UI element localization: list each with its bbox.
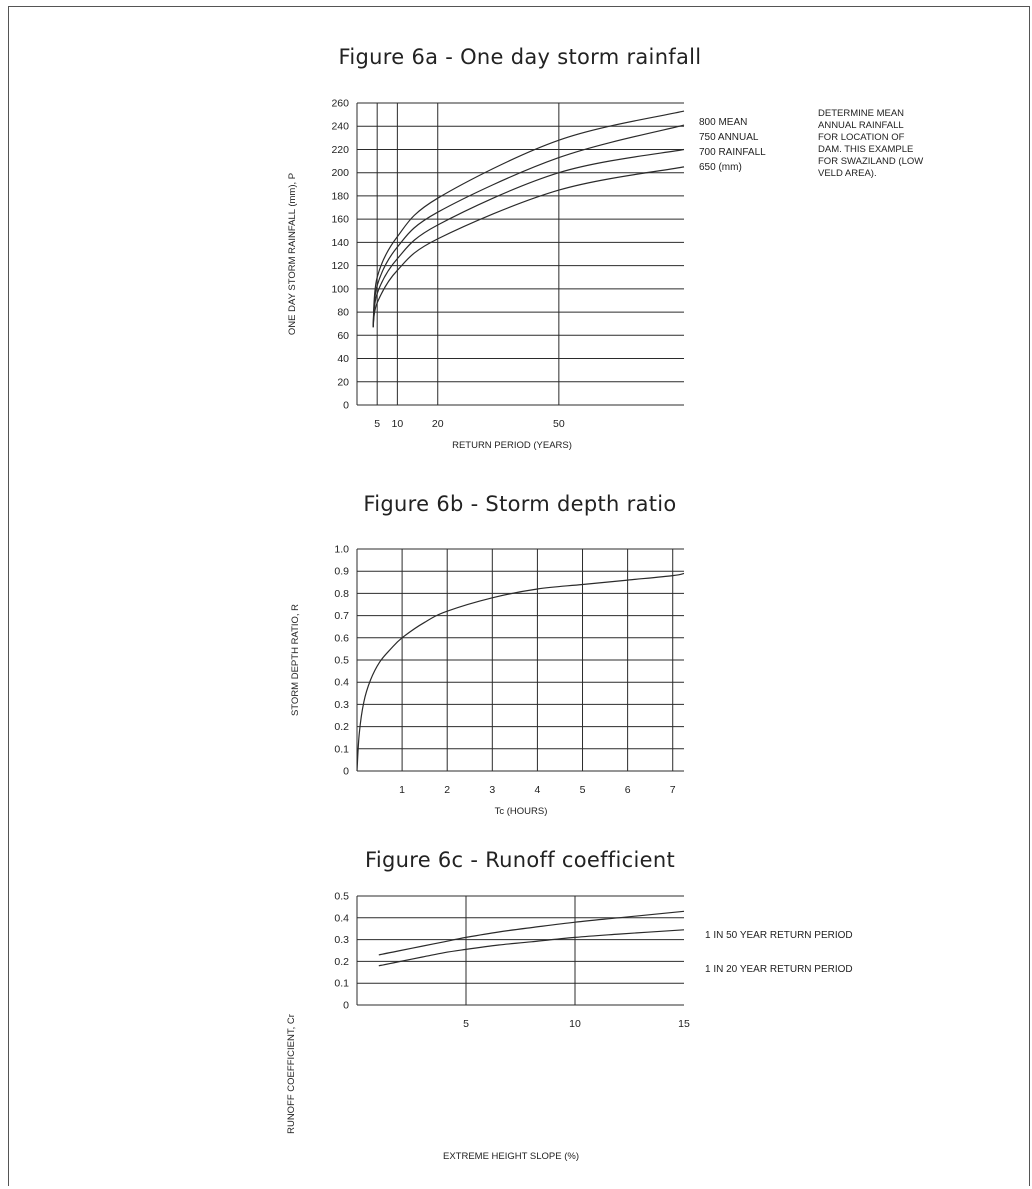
y-axis-label: STORM DEPTH RATIO, R	[290, 604, 301, 716]
y-tick-label: 0.1	[334, 978, 349, 990]
y-tick-label: 0.4	[334, 912, 349, 924]
y-tick-label: 220	[331, 144, 349, 156]
x-tick-label: 1	[399, 784, 405, 796]
figure-6a-title: Figure 6a - One day storm rainfall	[338, 45, 702, 69]
y-tick-label: 0.5	[334, 891, 349, 903]
y-tick-label: 0.3	[334, 934, 349, 946]
note-line: FOR SWAZILAND (LOW	[818, 156, 924, 167]
y-tick-label: 0.7	[334, 610, 349, 622]
y-tick-label: 160	[331, 214, 349, 226]
note-line: DETERMINE MEAN	[818, 108, 905, 119]
y-tick-label: 0	[343, 766, 349, 778]
y-tick-label: 240	[331, 121, 349, 133]
x-tick-label: 50	[553, 418, 565, 430]
mean-rainfall-note: DETERMINE MEAN ANNUAL RAINFALL FOR LOCAT…	[818, 108, 923, 180]
figure-6b-title: Figure 6b - Storm depth ratio	[363, 492, 677, 516]
y-tick-label: 0.5	[334, 655, 349, 667]
x-tick-label: 6	[625, 784, 631, 796]
x-tick-label: 10	[569, 1018, 581, 1030]
y-tick-label: 0.6	[334, 632, 349, 644]
y-tick-label: 80	[337, 307, 349, 319]
y-tick-label: 180	[331, 190, 349, 202]
x-tick-label: 15	[678, 1018, 690, 1030]
page-frame	[8, 6, 1030, 1186]
note-line: ANNUAL RAINFALL	[818, 120, 904, 131]
series-line	[356, 572, 685, 772]
x-tick-label: 7	[670, 784, 676, 796]
x-tick-label: 2	[444, 784, 450, 796]
note-line: DAM. THIS EXAMPLE	[818, 144, 914, 155]
series-line	[372, 110, 685, 328]
y-tick-label: 260	[331, 98, 349, 110]
series-label: 800 MEAN	[699, 117, 747, 128]
y-tick-label: 0	[343, 1000, 349, 1012]
series-line	[378, 929, 685, 967]
y-tick-label: 60	[337, 330, 349, 342]
y-tick-label: 0	[343, 400, 349, 412]
x-tick-label: 3	[489, 784, 495, 796]
series-line	[372, 124, 685, 328]
y-axis-label: ONE DAY STORM RAINFALL (mm), P	[287, 173, 298, 335]
y-tick-label: 100	[331, 283, 349, 295]
y-tick-label: 0.1	[334, 743, 349, 755]
series-line	[372, 148, 685, 328]
x-tick-label: 5	[463, 1018, 469, 1030]
y-tick-label: 40	[337, 353, 349, 365]
y-axis-label: RUNOFF COEFFICIENT, Cr	[286, 1014, 297, 1134]
series-line	[372, 166, 685, 328]
y-tick-label: 0.8	[334, 588, 349, 600]
note-line: VELD AREA).	[818, 168, 877, 179]
y-tick-label: 0.9	[334, 566, 349, 578]
y-tick-label: 140	[331, 237, 349, 249]
x-tick-label: 4	[534, 784, 540, 796]
series-label: 650 (mm)	[699, 162, 742, 173]
x-tick-label: 10	[392, 418, 404, 430]
y-tick-label: 0.3	[334, 699, 349, 711]
y-tick-label: 1.0	[334, 544, 349, 556]
y-tick-label: 120	[331, 260, 349, 272]
x-axis-label: RETURN PERIOD (YEARS)	[452, 440, 572, 451]
series-label: 700 RAINFALL	[699, 147, 766, 158]
y-tick-label: 20	[337, 376, 349, 388]
series-line	[378, 910, 685, 956]
y-tick-label: 0.2	[334, 956, 349, 968]
x-tick-label: 5	[580, 784, 586, 796]
note-line: FOR LOCATION OF	[818, 132, 905, 143]
x-axis-label: EXTREME HEIGHT SLOPE (%)	[443, 1151, 579, 1162]
x-axis-label: Tc (HOURS)	[495, 806, 548, 817]
x-tick-label: 5	[374, 418, 380, 430]
figure-6c-title: Figure 6c - Runoff coefficient	[365, 848, 675, 872]
y-tick-label: 200	[331, 167, 349, 179]
y-tick-label: 0.4	[334, 677, 349, 689]
series-label: 750 ANNUAL	[699, 132, 759, 143]
x-tick-label: 20	[432, 418, 444, 430]
series-label: 1 IN 20 YEAR RETURN PERIOD	[705, 964, 853, 975]
y-tick-label: 0.2	[334, 721, 349, 733]
series-label: 1 IN 50 YEAR RETURN PERIOD	[705, 930, 853, 941]
